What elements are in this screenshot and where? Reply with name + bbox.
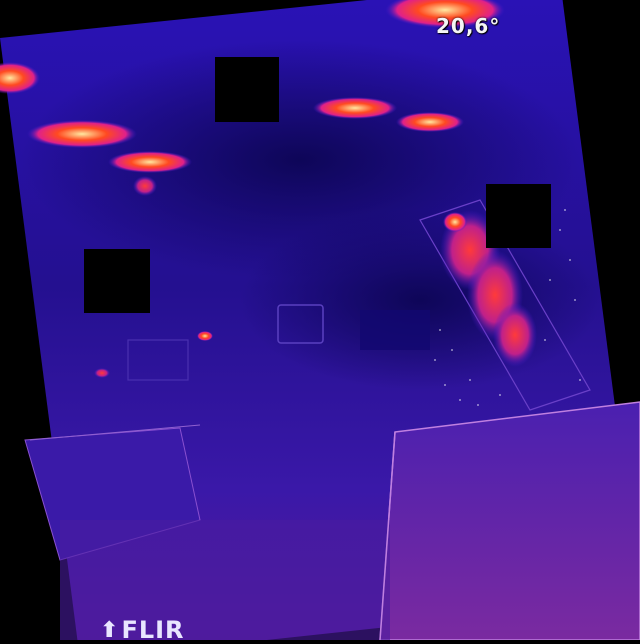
- ceiling-light: [108, 151, 192, 173]
- redaction-block: [215, 57, 279, 122]
- monitor: [127, 339, 189, 381]
- ceiling-light: [313, 97, 397, 119]
- ceiling-light: [0, 62, 40, 94]
- ceiling-light: [133, 176, 157, 196]
- device-warm: [197, 331, 213, 341]
- flir-mark-icon: ⬆: [100, 617, 120, 643]
- redaction-block: [486, 184, 551, 248]
- monitor: [277, 304, 324, 344]
- desk-right: [379, 401, 640, 640]
- ceiling-light: [27, 120, 137, 148]
- ceiling-light: [385, 0, 505, 28]
- redaction-block: [84, 249, 150, 313]
- device-warm: [94, 368, 110, 378]
- ceiling-light: [396, 112, 464, 132]
- brand-name: FLIR: [121, 616, 185, 644]
- window-panel: [419, 199, 591, 411]
- temperature-readout: 20,6°: [436, 14, 501, 38]
- brand-logo: ⬆ FLIR: [100, 616, 185, 644]
